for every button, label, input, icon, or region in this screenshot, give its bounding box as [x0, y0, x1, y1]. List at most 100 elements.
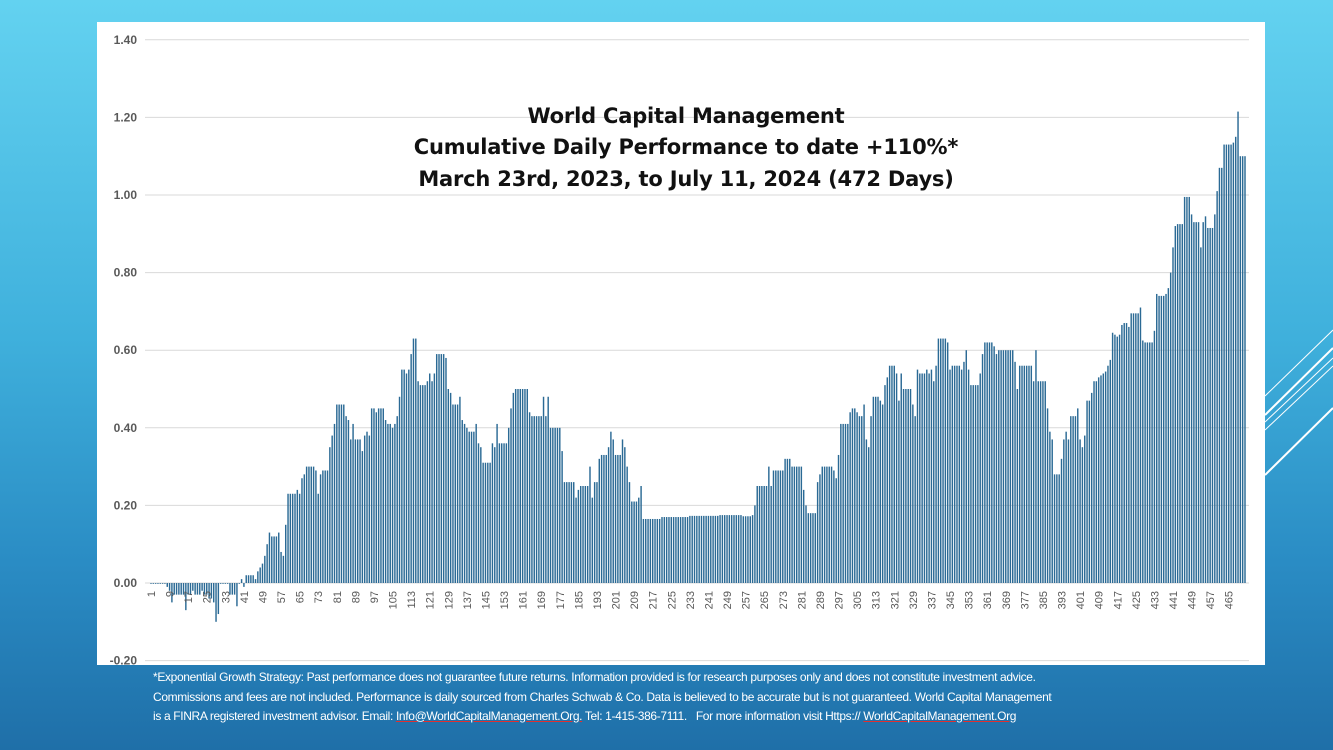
bar	[963, 361, 965, 583]
x-tick-label: 361	[982, 591, 994, 609]
bar	[357, 439, 359, 583]
x-tick-label: 449	[1187, 591, 1199, 609]
bar	[540, 416, 542, 583]
bar	[236, 583, 238, 607]
bar	[631, 501, 633, 583]
bar	[1053, 474, 1056, 583]
bar	[336, 404, 338, 583]
bar	[877, 396, 879, 583]
x-tick-label: 153	[499, 591, 511, 609]
bar	[928, 373, 930, 583]
bar	[835, 478, 837, 583]
x-tick-label: 457	[1205, 591, 1217, 609]
bar	[826, 466, 828, 583]
bar	[612, 439, 614, 583]
bar	[215, 583, 217, 622]
bar	[621, 439, 624, 583]
bar	[377, 408, 380, 583]
website-link[interactable]: WorldCapitalManagement.Org	[863, 709, 1017, 723]
bar	[1160, 295, 1163, 583]
bar	[740, 515, 742, 583]
x-tick-label: 1	[146, 591, 158, 597]
bar	[222, 583, 224, 584]
bar	[998, 350, 1000, 583]
bar	[807, 513, 810, 583]
bar	[549, 427, 552, 583]
bar	[431, 381, 433, 583]
bar	[484, 462, 487, 583]
bar	[264, 555, 266, 583]
bar	[765, 486, 768, 583]
bar	[566, 482, 568, 583]
bar	[593, 482, 596, 583]
bar	[689, 515, 691, 583]
bar	[538, 416, 540, 583]
bar	[953, 365, 956, 583]
bar	[552, 427, 554, 583]
bar	[874, 396, 877, 583]
bar	[624, 447, 626, 583]
bar	[686, 517, 689, 583]
bar	[454, 404, 456, 583]
x-tick-label: 177	[555, 591, 567, 609]
x-tick-label: 409	[1094, 591, 1106, 609]
bar	[974, 385, 977, 583]
bar	[863, 404, 865, 583]
bar	[1067, 439, 1070, 583]
bar	[547, 396, 549, 583]
bar	[1114, 334, 1116, 583]
bar	[921, 373, 923, 583]
bar	[705, 515, 707, 583]
bar	[463, 423, 466, 583]
bar	[651, 518, 654, 583]
x-tick-label: 57	[276, 591, 288, 603]
bar	[461, 420, 463, 583]
bar	[1025, 365, 1028, 583]
x-tick-label: 225	[666, 591, 678, 609]
bar	[480, 447, 482, 583]
email-link[interactable]: Info@WorldCapitalManagement.Org.	[395, 709, 583, 723]
bar	[554, 427, 556, 583]
bar	[161, 583, 164, 584]
bar	[150, 583, 152, 584]
bar	[201, 583, 203, 591]
bar	[545, 416, 547, 583]
bar	[1051, 439, 1053, 583]
bar	[368, 435, 371, 583]
x-tick-label: 185	[573, 591, 585, 609]
bar	[166, 583, 168, 587]
bar	[526, 389, 529, 583]
bar	[1216, 191, 1218, 583]
bar	[1200, 247, 1202, 583]
bar	[670, 517, 673, 583]
bar	[219, 583, 222, 584]
bar	[561, 451, 563, 583]
bar	[1181, 224, 1184, 583]
bar	[589, 466, 591, 583]
bar	[403, 369, 405, 583]
bar	[489, 462, 491, 583]
bar	[275, 536, 278, 583]
bar	[192, 583, 194, 591]
bar	[452, 404, 454, 583]
bar	[970, 385, 972, 583]
bar	[663, 517, 666, 583]
bar	[833, 470, 835, 583]
bar	[482, 462, 484, 583]
y-tick-label: 0.20	[114, 498, 138, 512]
bar	[772, 470, 775, 583]
bar	[408, 369, 410, 583]
bar	[614, 454, 617, 583]
bar	[1079, 439, 1081, 583]
x-tick-label: 209	[629, 591, 641, 609]
bar	[1186, 196, 1188, 583]
bar	[795, 466, 798, 583]
bar	[640, 486, 642, 583]
bar	[988, 342, 991, 583]
bar	[1183, 196, 1186, 583]
bar	[254, 579, 257, 583]
bar	[693, 515, 696, 583]
x-tick-label: 81	[332, 591, 344, 603]
x-tick-label: 89	[350, 591, 362, 603]
bar	[175, 583, 178, 595]
